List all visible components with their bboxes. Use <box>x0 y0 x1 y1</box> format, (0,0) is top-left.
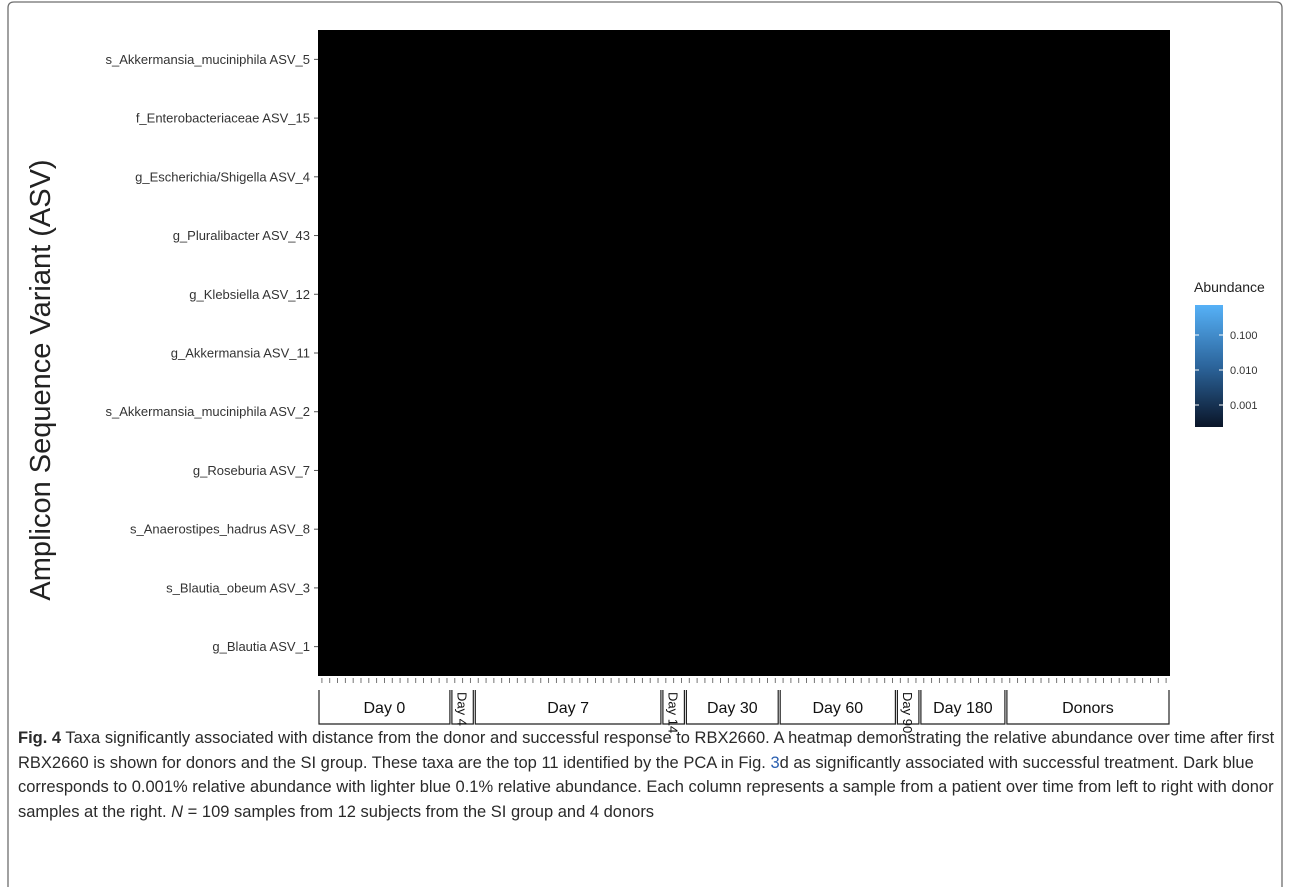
group-label: Day 4 <box>455 692 470 726</box>
legend-tick-label: 0.010 <box>1230 365 1258 377</box>
group-bracket <box>451 690 474 725</box>
group-brackets: Day 0 Day 4 Day 7 Day 14 Day 30 Day 60 Day 90 D… <box>318 690 1170 733</box>
caption-figure-link[interactable]: 3 <box>770 753 780 772</box>
row-label: g_Pluralibacter ASV_43 <box>173 228 310 243</box>
row-label: s_Anaerostipes_hadrus ASV_8 <box>130 522 310 537</box>
group-label: Day 7 <box>547 700 589 717</box>
row-label: g_Akkermansia ASV_11 <box>171 346 310 361</box>
y-axis-title: Amplicon Sequence Variant (ASV) <box>25 159 57 600</box>
caption-text-3: = 109 samples from 12 subjects from the … <box>183 802 655 821</box>
row-label: s_Akkermansia_muciniphila ASV_5 <box>106 52 311 67</box>
legend-tick-label: 0.001 <box>1230 400 1258 412</box>
row-label: f_Enterobacteriaceae ASV_15 <box>136 111 310 126</box>
plot-panel <box>318 30 1170 676</box>
caption-figure-label: Fig. 4 <box>18 729 62 747</box>
legend-title: Abundance <box>1194 279 1265 295</box>
caption-text-1: Taxa significantly associated with dista… <box>18 729 1275 772</box>
group-label: Day 14 <box>666 692 681 733</box>
figure-caption: Fig. 4 Taxa significantly associated wit… <box>18 726 1280 824</box>
legend-colorbar <box>1195 305 1223 427</box>
group-label: Donors <box>1062 700 1114 717</box>
group-bracket <box>662 690 685 725</box>
row-labels: s_Akkermansia_muciniphila ASV_5 f_Enterob… <box>106 52 318 654</box>
row-label: s_Akkermansia_muciniphila ASV_2 <box>106 404 311 419</box>
legend-ticks: 0.100 0.010 0.001 <box>1195 330 1258 412</box>
figure-border <box>7 1 1283 887</box>
caption-n-symbol: N <box>171 802 184 821</box>
group-bracket <box>318 690 451 725</box>
caption-text-2: d as significantly associated with succe… <box>18 753 1274 821</box>
heatmap-chart: s_Akkermansia_muciniphila ASV_5 f_Enterob… <box>25 30 1265 733</box>
row-label: g_Roseburia ASV_7 <box>193 463 310 478</box>
row-label: g_Escherichia/Shigella ASV_4 <box>135 169 310 184</box>
group-label: Day 30 <box>707 700 758 717</box>
legend: Abundance 0.100 0.010 0.001 <box>1194 279 1265 427</box>
group-bracket <box>896 690 920 725</box>
group-bracket <box>474 690 662 725</box>
row-label: g_Blautia ASV_1 <box>212 639 310 654</box>
group-label: Day 180 <box>933 700 993 717</box>
row-label: g_Klebsiella ASV_12 <box>189 287 310 302</box>
group-bracket <box>1006 690 1170 725</box>
group-label: Day 90 <box>900 692 915 733</box>
x-ticks <box>321 678 1167 683</box>
group-bracket <box>920 690 1006 725</box>
group-label: Day 60 <box>812 700 863 717</box>
legend-tick-label: 0.100 <box>1230 330 1258 342</box>
group-bracket <box>685 690 779 725</box>
group-bracket <box>779 690 896 725</box>
row-label: s_Blautia_obeum ASV_3 <box>166 580 310 595</box>
group-label: Day 0 <box>364 700 406 717</box>
